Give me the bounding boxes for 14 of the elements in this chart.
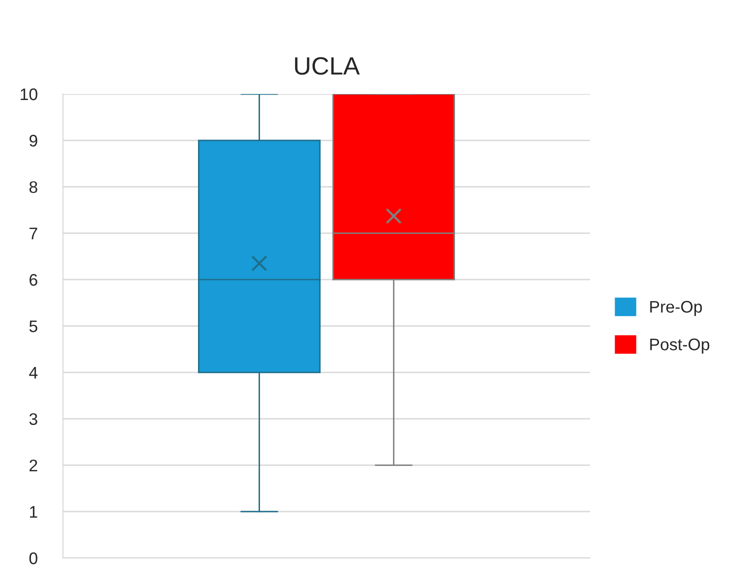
y-tick-label: 6 bbox=[30, 274, 38, 286]
y-tick-label: 10 bbox=[20, 88, 38, 100]
y-tick-label: 1 bbox=[30, 506, 38, 518]
legend-label: Pre-Op bbox=[650, 300, 702, 316]
y-tick-label: 0 bbox=[29, 552, 38, 564]
chart-title: UCLA bbox=[295, 57, 360, 75]
y-tick-label: 2 bbox=[30, 460, 38, 472]
y-tick-label: 3 bbox=[29, 413, 38, 426]
y-tick-label: 7 bbox=[30, 228, 38, 240]
y-tick-label: 4 bbox=[29, 366, 38, 378]
y-tick-label: 5 bbox=[29, 320, 38, 332]
y-tick-label: 8 bbox=[29, 181, 38, 194]
legend-label: Post-Op bbox=[650, 338, 710, 354]
y-tick-label: 9 bbox=[30, 134, 38, 147]
